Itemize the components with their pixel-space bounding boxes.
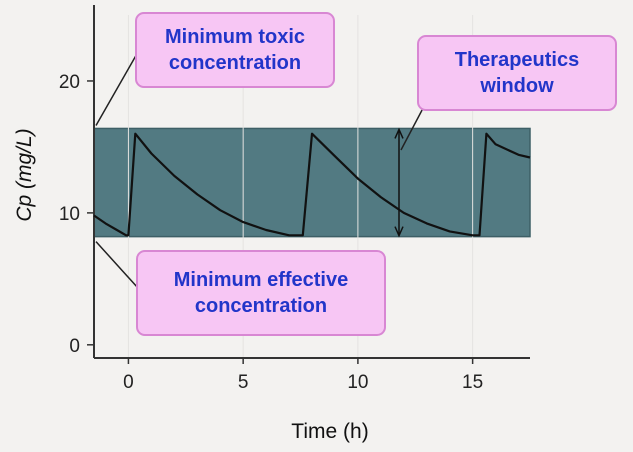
y-tick-label: 20 <box>59 72 80 93</box>
x-tick-label: 0 <box>123 372 134 393</box>
x-tick-label: 10 <box>347 372 368 393</box>
window-arrow-head-bottom <box>394 226 404 238</box>
min-effective-leader <box>95 241 139 289</box>
therapeutic-window-callout: Therapeutics window <box>417 35 617 111</box>
x-tick-label: 5 <box>238 372 249 393</box>
concentration-curve <box>93 132 531 237</box>
x-axis-label: Time (h) <box>291 420 368 443</box>
min-toxic-leader <box>95 51 139 126</box>
min-effective-callout: Minimum effective concentration <box>136 250 386 336</box>
y-axis-label: Cp (mg/L) <box>13 128 36 221</box>
y-tick-label: 0 <box>69 336 80 357</box>
window-arrow-head-top <box>394 127 404 139</box>
min-toxic-label: Minimum toxic concentration <box>164 26 305 74</box>
min-toxic-callout: Minimum toxic concentration <box>135 12 335 88</box>
x-tick-label: 15 <box>462 372 483 393</box>
min-effective-label: Minimum effective concentration <box>173 269 349 317</box>
y-tick-label: 10 <box>59 204 80 225</box>
therapeutic-window-label: Therapeutics window <box>454 49 580 97</box>
therapeutic-window-band <box>93 127 531 238</box>
